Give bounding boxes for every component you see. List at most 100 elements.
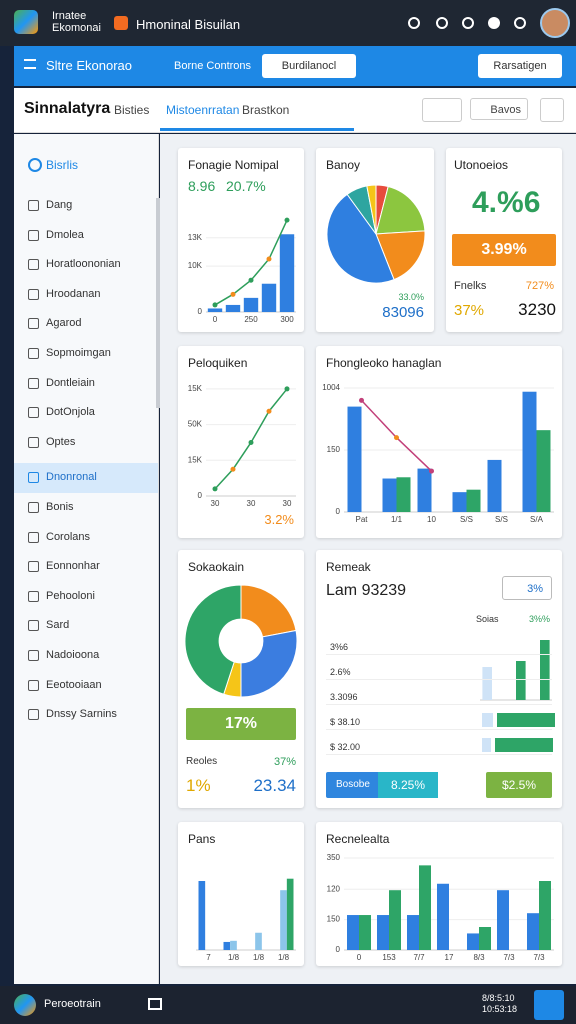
tab-underline (160, 128, 354, 131)
column-head: Soias (476, 614, 499, 624)
avatar[interactable] (540, 8, 570, 38)
sidebar-item[interactable]: Dontleiain (46, 376, 95, 389)
y-tick-label: 1004 (322, 383, 340, 392)
card-title: Fonagie Nomipal (188, 158, 279, 172)
taskbar-label[interactable]: Peroeotrain (44, 998, 101, 1010)
nav-button[interactable]: Rarsatigen (478, 54, 562, 78)
start-button[interactable] (14, 994, 36, 1016)
scrollbar[interactable] (156, 198, 160, 408)
icon (28, 709, 39, 721)
x-tick-label: 17 (445, 953, 454, 962)
card: Remeak Lam 93239 3% Soias 3%% Bosobe 8.25… (316, 550, 562, 808)
app-logo[interactable] (14, 10, 38, 34)
tab-icon (114, 16, 128, 30)
bar (359, 915, 371, 950)
card: Peloquiken 0 15K 50K 15K 30 30 30 3.2% (178, 346, 304, 538)
pie-chart (326, 184, 426, 284)
bar (255, 932, 262, 950)
bar (452, 492, 467, 512)
sidebar-item[interactable]: Agarod (46, 317, 82, 330)
card-title: Pans (188, 832, 216, 846)
x-tick-label: 153 (382, 953, 396, 962)
tab[interactable]: Bisties (114, 103, 150, 117)
page-title: Sinnalatyra (24, 100, 111, 117)
window-tab[interactable]: Hmoninal Bisuilan (136, 17, 241, 32)
sidebar-item[interactable]: Bonis (46, 501, 74, 513)
bar (347, 915, 359, 950)
sidebar-item[interactable]: DotOnjola (46, 406, 95, 419)
point (266, 256, 272, 262)
icon (28, 650, 39, 661)
bar (198, 881, 206, 950)
tab-active[interactable]: Mistoenrratan (166, 103, 240, 117)
sidebar-item[interactable]: Optes (46, 435, 76, 448)
sidebar-item[interactable]: Dnonronal (46, 471, 97, 484)
icon (28, 620, 39, 632)
nav-link[interactable]: Borne Controns (174, 60, 252, 72)
y-tick-label: 120 (327, 884, 341, 893)
sidebar-item[interactable]: Dang (46, 199, 73, 211)
icon (28, 229, 39, 241)
icon[interactable] (462, 17, 474, 29)
menu-icon[interactable] (24, 59, 36, 69)
bar (516, 661, 526, 700)
icon-button[interactable] (540, 98, 564, 122)
bar (527, 913, 539, 950)
header-button[interactable]: Bavos (470, 98, 528, 120)
sidebar-item[interactable]: Sopmoimgan (46, 347, 111, 359)
bar (223, 941, 231, 950)
tab[interactable]: Brastkon (242, 103, 290, 117)
mini-chart: 0 150 1004 Pat 1/1 10 S/S S/S S/A (322, 383, 554, 524)
y-tick-label: 0 (198, 307, 203, 316)
sidebar-item[interactable]: Hroodanan (46, 287, 101, 300)
sidebar-item[interactable]: Dnssy Sarnins (46, 708, 117, 721)
card-title: Remeak (326, 560, 371, 574)
icon[interactable] (514, 17, 526, 29)
bar (382, 478, 397, 512)
sidebar-item[interactable]: Eeotooiaan (46, 678, 102, 691)
donut-chart (184, 584, 298, 698)
card: Recnelealta 0 150 120 350 0 153 7/7 17 8/3 7/3 7/3 (316, 822, 562, 966)
card: Pans 7 1/8 1/8 1/8 (178, 822, 304, 966)
sidebar-item[interactable]: Eonnonhar (46, 560, 100, 573)
point (359, 397, 364, 403)
label: Reoles (186, 756, 218, 767)
x-tick-label: 7 (206, 953, 211, 962)
sidebar-item[interactable]: Sard (46, 619, 70, 632)
nav-button[interactable]: Burdilanocl (262, 54, 356, 78)
sidebar-item[interactable]: Dmolea (46, 228, 84, 241)
sidebar-item[interactable]: Corolans (46, 530, 91, 543)
icon (28, 348, 39, 359)
clock: 8/8:5:10 10:53:18 (482, 993, 517, 1015)
brand[interactable]: Sltre Ekonorao (46, 58, 132, 73)
button[interactable]: Bosobe 8.25% (326, 772, 438, 798)
row-bar (497, 713, 556, 727)
mini-chart: 0 10K 13K 0 250 300 (188, 217, 296, 324)
clock-line: 8/8:5:10 (482, 993, 515, 1003)
icon[interactable] (408, 17, 420, 29)
bar (437, 883, 449, 950)
bar (467, 933, 479, 950)
icon (28, 531, 39, 543)
notification-button[interactable] (534, 990, 564, 1020)
sidebar-item[interactable]: Pehooloni (46, 589, 95, 602)
button[interactable]: $2.5% (486, 772, 552, 798)
sidebar-item[interactable]: Nadoioona (46, 649, 100, 661)
x-tick-label: 1/8 (278, 953, 290, 962)
mini-chart: 7 1/8 1/8 1/8 (196, 878, 296, 962)
sidebar-heading[interactable]: Bisrlis (46, 158, 78, 172)
icon[interactable] (436, 17, 448, 29)
icon-button[interactable] (422, 98, 462, 122)
point (230, 466, 236, 472)
row-bar (482, 738, 492, 752)
icon[interactable] (148, 998, 162, 1010)
point (212, 486, 218, 492)
sidebar-item[interactable]: Horatloononian (46, 258, 121, 271)
stat: 33.0% (398, 292, 424, 302)
sidebar: Bisrlis Dang Dmolea Horatloononian Hroodana… (14, 134, 160, 984)
icon (28, 436, 39, 448)
chip[interactable]: 3% (502, 576, 552, 600)
icon[interactable] (488, 17, 500, 29)
mini-chart (480, 640, 552, 701)
